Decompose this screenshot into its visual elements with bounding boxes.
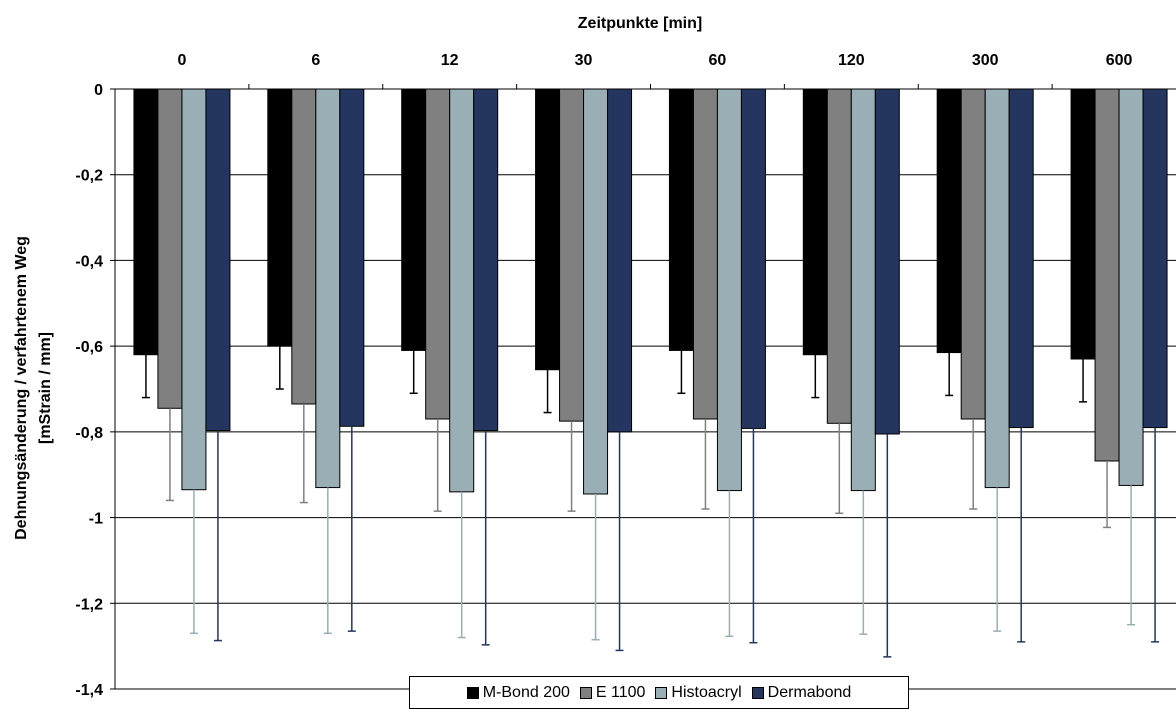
y-axis-title: Dehnungsänderung / verfahrtenem Weg xyxy=(13,236,30,540)
x-tick-label: 0 xyxy=(177,52,186,69)
bar xyxy=(984,88,1010,489)
legend-label: Dermabond xyxy=(767,683,852,701)
x-tick-label: 30 xyxy=(575,52,593,69)
bar xyxy=(716,88,742,492)
legend-label: Histoacryl xyxy=(671,683,742,701)
legend-label: M-Bond 200 xyxy=(482,683,570,701)
x-axis-title: Zeitpunkte [min] xyxy=(578,15,702,32)
x-tick-label: 600 xyxy=(1106,52,1133,69)
y-tick-label: -0,2 xyxy=(75,168,103,185)
y-tick-label: -1 xyxy=(89,511,103,528)
legend-item: Histoacryl xyxy=(655,683,742,702)
bar xyxy=(1118,88,1144,486)
bar xyxy=(181,88,207,491)
y-axis-unit: [mStrain / mm] xyxy=(37,332,54,444)
legend: M-Bond 200 E 1100 Histoacryl Dermabond xyxy=(409,676,909,709)
legend-swatch xyxy=(466,686,479,699)
axes xyxy=(110,84,1176,690)
bar xyxy=(802,88,828,356)
bar xyxy=(1008,88,1034,429)
bar xyxy=(425,88,451,420)
legend-swatch xyxy=(579,686,592,699)
bar xyxy=(1142,88,1168,429)
legend-item: E 1100 xyxy=(579,683,646,702)
y-tick-label: -0,4 xyxy=(75,253,103,270)
bar xyxy=(401,88,427,351)
bar xyxy=(267,88,293,347)
x-tick-label: 120 xyxy=(838,52,865,69)
bar xyxy=(315,88,341,489)
bar xyxy=(960,88,986,420)
legend-label: E 1100 xyxy=(595,683,646,701)
bar xyxy=(473,88,499,432)
y-tick-label: -1,2 xyxy=(75,596,103,613)
bars xyxy=(133,88,1168,495)
bar xyxy=(205,88,231,432)
bar xyxy=(874,88,900,435)
y-tick-label: -1,4 xyxy=(75,682,103,699)
bar xyxy=(692,88,718,420)
bar xyxy=(535,88,561,371)
legend-swatch xyxy=(655,686,668,699)
legend-swatch xyxy=(751,686,764,699)
bar xyxy=(583,88,609,495)
bar xyxy=(157,88,183,409)
bar xyxy=(668,88,694,351)
x-tick-label: 60 xyxy=(709,52,727,69)
axis-labels: 0 -0,2 -0,4 -0,6 -0,8 -1 -1,2 -1,4 0 6 12 30 60 120 30… xyxy=(75,52,1132,699)
y-tick-label: -0,6 xyxy=(75,339,103,356)
bar xyxy=(740,88,766,429)
bar xyxy=(339,88,365,427)
x-tick-label: 300 xyxy=(972,52,999,69)
x-tick-label: 12 xyxy=(441,52,459,69)
legend-item: Dermabond xyxy=(751,683,852,702)
x-tick-label: 6 xyxy=(311,52,320,69)
bar xyxy=(291,88,317,405)
bar xyxy=(850,88,876,492)
legend-item: M-Bond 200 xyxy=(466,683,570,702)
y-tick-label: -0,8 xyxy=(75,425,103,442)
y-tick-label: 0 xyxy=(94,82,103,99)
bar xyxy=(1094,88,1120,462)
bar xyxy=(826,88,852,424)
bar xyxy=(607,88,633,433)
bar xyxy=(133,88,159,356)
error-bars xyxy=(141,346,1160,658)
bar xyxy=(936,88,962,354)
bar xyxy=(1070,88,1096,360)
bar xyxy=(449,88,475,493)
bar xyxy=(559,88,585,422)
